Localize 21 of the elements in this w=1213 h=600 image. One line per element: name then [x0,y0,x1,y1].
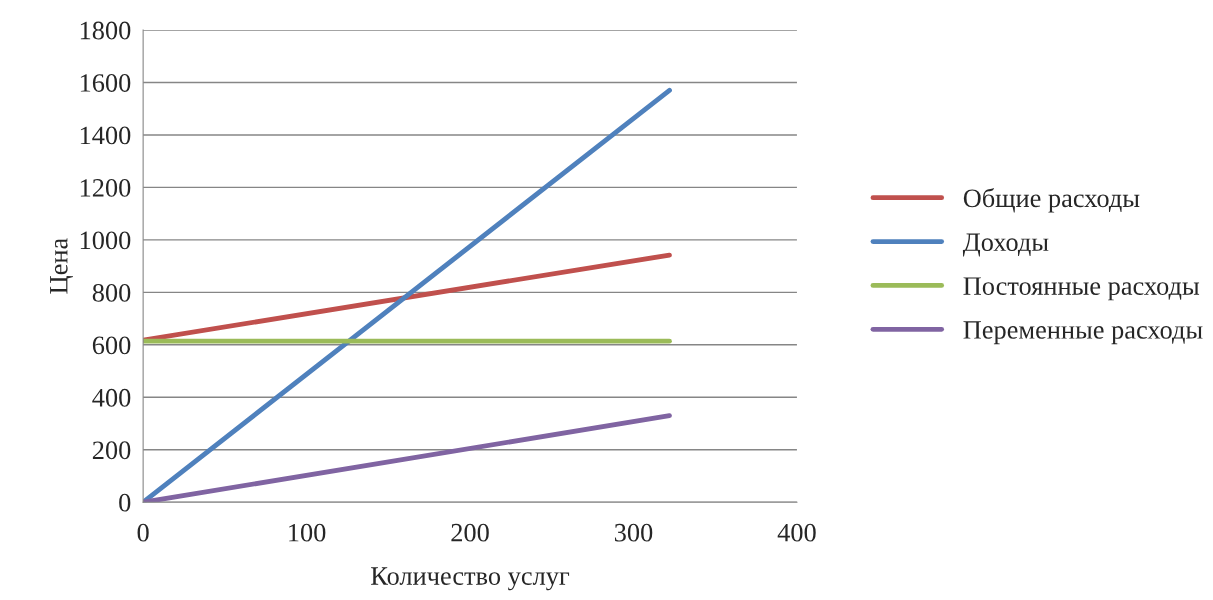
legend-label: Постоянные расходы [963,277,1200,301]
y-tick-label: 1200 [80,179,131,197]
y-tick-label: 200 [92,441,131,460]
legend-label: Доходы [962,233,1049,257]
y-tick-label: 400 [92,388,131,407]
y-axis-title: Цена [50,238,73,294]
x-tick-label: 0 [137,523,149,542]
y-tick-label: 800 [92,283,131,302]
x-axis-title: Количество услуг [371,567,570,591]
x-tick-label: 300 [614,523,653,542]
x-tick-label: 400 [777,523,816,542]
y-tick-label: 1600 [80,74,131,92]
y-tick-label: 1000 [80,231,131,250]
legend-label: Переменные расходы [963,321,1203,345]
x-tick-label: 200 [451,523,489,542]
y-tick-label: 1400 [80,126,131,145]
legend-label: Общие расходы [963,188,1140,213]
y-tick-label: 0 [119,493,131,512]
y-tick-label: 1800 [80,21,131,40]
y-tick-label: 600 [92,336,131,355]
x-tick-label: 100 [289,523,326,542]
